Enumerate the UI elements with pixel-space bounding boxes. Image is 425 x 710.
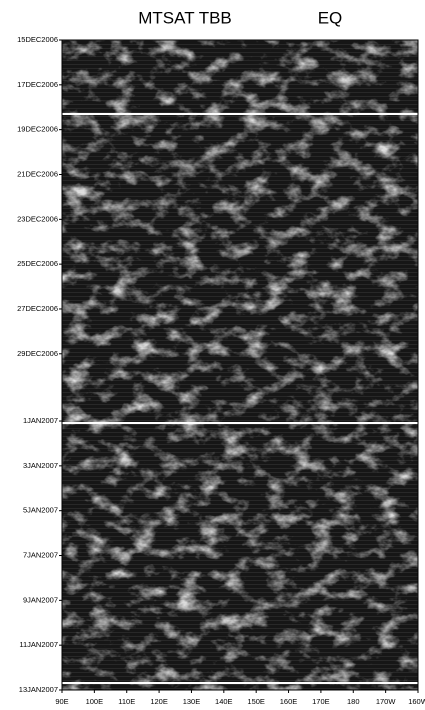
plot-image [62,40,418,690]
y-tick-label: 23DEC2006 [17,214,58,223]
x-tick-label: 110E [118,697,135,706]
x-tick-label: 160E [280,697,298,706]
y-tick-label: 19DEC2006 [17,125,58,134]
y-tick-label: 1JAN2007 [23,416,58,425]
x-tick-label: 140E [215,697,233,706]
x-tick-label: 150E [247,697,265,706]
y-tick-label: 9JAN2007 [23,595,58,604]
y-tick-label: 29DEC2006 [17,349,58,358]
x-tick-label: 130E [183,697,201,706]
y-tick-label: 21DEC2006 [17,169,58,178]
y-tick-label: 3JAN2007 [23,461,58,470]
y-tick-label: 25DEC2006 [17,259,58,268]
chart-title: MTSAT TBB [138,8,232,27]
y-tick-label: 11JAN2007 [19,640,58,649]
y-tick-label: 7JAN2007 [23,551,58,560]
chart-subtitle: EQ [318,8,343,27]
x-tick-label: 160W [408,697,425,706]
x-tick-label: 170E [312,697,330,706]
y-tick-label: 15DEC2006 [17,35,58,44]
y-tick-label: 5JAN2007 [23,506,58,515]
x-tick-label: 90E [55,697,68,706]
y-tick-label: 17DEC2006 [17,80,58,89]
x-tick-label: 120E [150,697,168,706]
x-tick-label: 100E [86,697,104,706]
x-tick-label: 180 [347,697,360,706]
x-tick-label: 170W [376,697,397,706]
chart: MTSAT TBB EQ 15DEC2006 17DEC2006 19DEC2006… [0,0,425,710]
y-tick-label: 13JAN2007 [19,685,58,694]
y-tick-label: 27DEC2006 [17,304,58,313]
